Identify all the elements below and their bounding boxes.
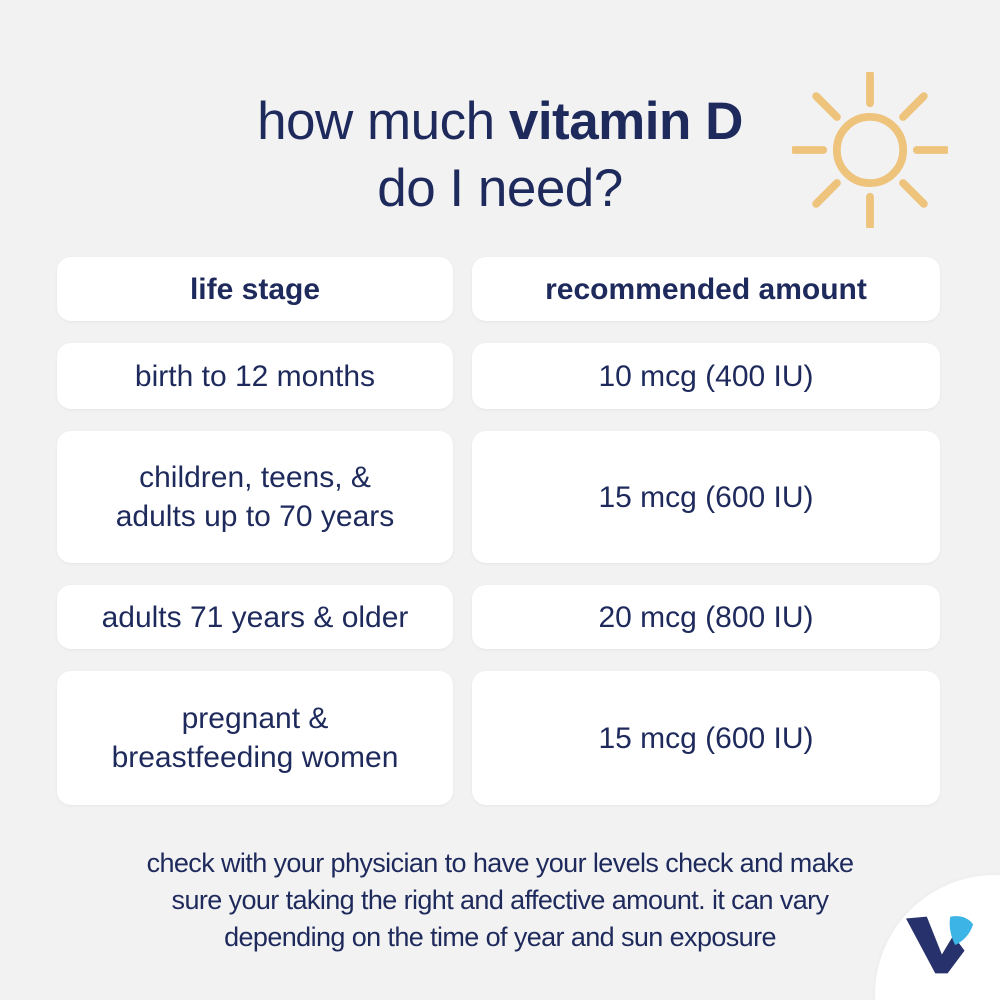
table-cell-recommended-amount-row3: 20 mcg (800 IU)	[472, 585, 940, 649]
table-cell-life-stage-row2: children, teens, & adults up to 70 years	[57, 431, 453, 563]
page-title: how much vitamin D do I need?	[0, 88, 1000, 222]
table-cell-recommended-amount-row4: 15 mcg (600 IU)	[472, 671, 940, 805]
table-cell-life-stage-row4: pregnant & breastfeeding women	[57, 671, 453, 805]
title-text-regular: how much	[257, 92, 509, 151]
disclaimer-note: check with your physician to have your l…	[146, 848, 854, 952]
table-cell-life-stage-row3: adults 71 years & older	[57, 585, 453, 649]
table-cell-recommended-amount-row1: 10 mcg (400 IU)	[472, 343, 940, 409]
title-text-bold: vitamin D	[508, 92, 744, 151]
column-header-life-stage: life stage	[57, 257, 453, 321]
v-brand-logo-icon	[906, 916, 974, 974]
title-line2: do I need?	[377, 159, 623, 218]
column-header-recommended-amount: recommended amount	[472, 257, 940, 321]
sun-icon	[792, 72, 948, 228]
table-cell-life-stage-row1: birth to 12 months	[57, 343, 453, 409]
vitamin-d-table: life stage recommended amount birth to 1…	[57, 257, 940, 805]
table-cell-recommended-amount-row2: 15 mcg (600 IU)	[472, 431, 940, 563]
title-line1: how much vitamin D	[0, 88, 1000, 155]
